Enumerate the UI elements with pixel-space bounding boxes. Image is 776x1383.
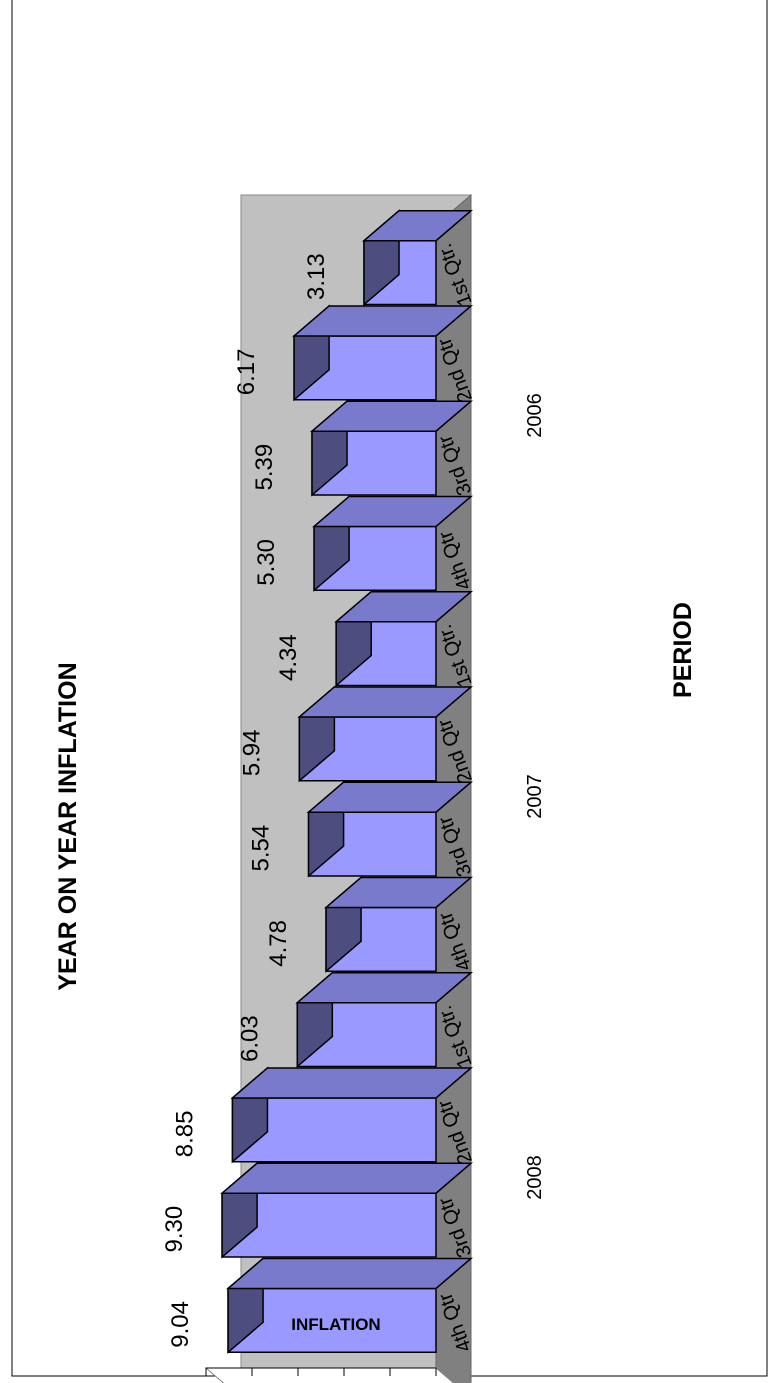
value-label: 5.54 (248, 825, 275, 872)
value-label: 6.03 (236, 1015, 263, 1062)
bar-end (220, 1162, 474, 1194)
y-axis: 0.002.004.006.008.0010.00 (205, 1367, 437, 1376)
bar-end (361, 209, 474, 242)
year-label: 2006 (524, 393, 546, 438)
bar (220, 1161, 474, 1259)
value-label: 6.17 (233, 349, 260, 396)
value-label: 5.39 (251, 444, 278, 491)
x-axis-title: PERIOD (669, 602, 697, 698)
bar (306, 780, 474, 878)
value-label: 8.85 (171, 1111, 198, 1158)
bar (312, 494, 474, 592)
bar-end (310, 400, 474, 432)
bar (297, 685, 474, 783)
bar-end (295, 971, 474, 1004)
y-axis-title: INFLATION (291, 1315, 380, 1334)
bar-end (226, 1257, 474, 1290)
bar (361, 209, 474, 307)
bar-end (230, 1067, 474, 1099)
bar (334, 590, 474, 688)
value-label: 4.78 (265, 920, 292, 967)
bar (324, 875, 474, 973)
bar (226, 1256, 474, 1354)
side-wall (204, 1367, 473, 1383)
value-label: 5.30 (253, 539, 280, 586)
bar-end (312, 495, 474, 528)
year-labels: 2006 2007 2008 (524, 393, 546, 1200)
bar-end (297, 686, 474, 718)
value-label: 9.04 (167, 1301, 194, 1348)
bar (292, 304, 474, 402)
value-label: 4.34 (275, 634, 302, 681)
bar (295, 971, 474, 1069)
bar (230, 1066, 474, 1164)
bar-end (324, 876, 474, 909)
year-label: 2007 (524, 774, 546, 819)
bar-end (292, 305, 474, 337)
value-label: 5.94 (238, 730, 265, 777)
chart-title: YEAR ON YEAR INFLATION (54, 662, 82, 990)
year-label: 2008 (524, 1155, 546, 1200)
value-label: 3.13 (303, 253, 330, 300)
bar-end (306, 781, 474, 813)
bars: 3.13 6.17 5.39 5.30 4.34 5.94 5.54 4.78 6.03 8.85… (161, 209, 474, 1354)
bar-end (334, 590, 474, 623)
value-label: 9.30 (161, 1206, 188, 1253)
bar (310, 399, 474, 497)
